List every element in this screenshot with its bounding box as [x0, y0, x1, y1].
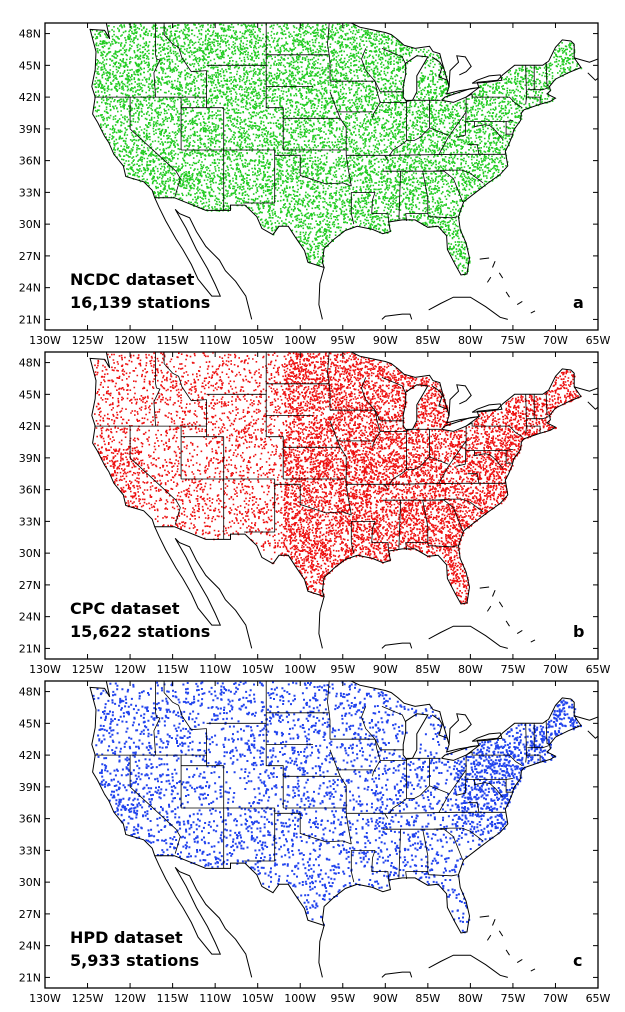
lon-label: 80W — [458, 992, 483, 1005]
state-boundaries — [94, 23, 550, 225]
lon-label: 105W — [242, 334, 274, 347]
lat-label: 21N — [19, 642, 41, 655]
lon-label: 120W — [114, 992, 146, 1005]
lon-label: 90W — [373, 663, 398, 676]
lon-label: 105W — [242, 992, 274, 1005]
lat-label: 27N — [19, 250, 41, 263]
stations-label: 15,622 stations — [70, 622, 210, 641]
lon-label: 110W — [199, 334, 231, 347]
lat-label: 36N — [19, 813, 41, 826]
lon-label: 125W — [72, 334, 104, 347]
coastlines — [89, 681, 598, 978]
lat-label: 48N — [19, 686, 41, 699]
lon-label: 95W — [330, 334, 355, 347]
state-boundaries — [94, 352, 550, 554]
lon-label: 75W — [500, 334, 525, 347]
lat-label: 48N — [19, 28, 41, 41]
lon-label: 75W — [500, 992, 525, 1005]
lon-label: 65W — [586, 334, 611, 347]
lon-label: 115W — [157, 663, 189, 676]
lon-label: 130W — [29, 663, 61, 676]
lat-label: 21N — [19, 313, 41, 326]
lat-label: 21N — [19, 971, 41, 984]
station-dot-layer — [92, 681, 582, 934]
lon-label: 75W — [500, 663, 525, 676]
lat-label: 27N — [19, 579, 41, 592]
map-panel-c: 48N 45N 42N 39N 36N 33N 30N 27N 24N 21N 130W 125W 12… — [19, 680, 611, 1005]
lon-label: 95W — [330, 992, 355, 1005]
stations-label: 5,933 stations — [70, 951, 199, 970]
lat-label: 48N — [19, 357, 41, 370]
lat-label: 33N — [19, 515, 41, 528]
lat-label: 30N — [19, 218, 41, 231]
lon-label: 125W — [72, 992, 104, 1005]
lon-label: 100W — [284, 663, 316, 676]
lat-label: 33N — [19, 186, 41, 199]
lon-label: 130W — [29, 992, 61, 1005]
lat-label: 42N — [19, 91, 41, 104]
lat-label: 30N — [19, 547, 41, 560]
lon-label: 70W — [543, 992, 568, 1005]
lat-label: 24N — [19, 940, 41, 953]
lon-label: 115W — [157, 992, 189, 1005]
lat-label: 39N — [19, 452, 41, 465]
lon-label: 125W — [72, 663, 104, 676]
lat-label: 36N — [19, 484, 41, 497]
lat-label: 45N — [19, 717, 41, 730]
lat-label: 24N — [19, 282, 41, 295]
stations-label: 16,139 stations — [70, 293, 210, 312]
lon-label: 85W — [415, 663, 440, 676]
lon-label: 130W — [29, 334, 61, 347]
lon-label: 110W — [199, 992, 231, 1005]
coastlines — [89, 23, 598, 320]
dataset-label: CPC dataset — [70, 599, 180, 618]
panel-letter: b — [573, 622, 584, 641]
lat-label: 45N — [19, 59, 41, 72]
lon-label: 95W — [330, 663, 355, 676]
lon-label: 90W — [373, 992, 398, 1005]
lat-label: 39N — [19, 123, 41, 136]
lon-label: 70W — [543, 334, 568, 347]
lat-label: 45N — [19, 388, 41, 401]
lon-label: 80W — [458, 663, 483, 676]
map-panel-a: 48N 45N 42N 39N 36N 33N 30N 27N 24N 21N 130W 125W 12… — [19, 22, 611, 347]
lon-label: 80W — [458, 334, 483, 347]
lat-label: 42N — [19, 420, 41, 433]
lon-label: 100W — [284, 334, 316, 347]
map-panel-b: 48N 45N 42N 39N 36N 33N 30N 27N 24N 21N 130W 125W 12… — [19, 351, 611, 676]
lat-label: 36N — [19, 155, 41, 168]
state-boundaries — [94, 681, 550, 883]
lon-label: 65W — [586, 663, 611, 676]
panel-letter: c — [573, 951, 582, 970]
station-dots — [92, 681, 582, 934]
lon-label: 90W — [373, 334, 398, 347]
dataset-label: NCDC dataset — [70, 270, 195, 289]
lat-label: 39N — [19, 781, 41, 794]
lon-label: 120W — [114, 663, 146, 676]
lat-label: 27N — [19, 908, 41, 921]
lon-label: 120W — [114, 334, 146, 347]
lon-label: 115W — [157, 334, 189, 347]
lon-label: 100W — [284, 992, 316, 1005]
lat-label: 24N — [19, 611, 41, 624]
lon-label: 85W — [415, 992, 440, 1005]
lon-label: 70W — [543, 663, 568, 676]
lon-label: 85W — [415, 334, 440, 347]
coastlines — [89, 352, 598, 649]
lon-label: 105W — [242, 663, 274, 676]
lat-label: 33N — [19, 844, 41, 857]
lon-label: 110W — [199, 663, 231, 676]
lat-label: 30N — [19, 876, 41, 889]
panel-letter: a — [573, 293, 584, 312]
dataset-label: HPD dataset — [70, 928, 183, 947]
lon-label: 65W — [586, 992, 611, 1005]
lat-label: 42N — [19, 749, 41, 762]
